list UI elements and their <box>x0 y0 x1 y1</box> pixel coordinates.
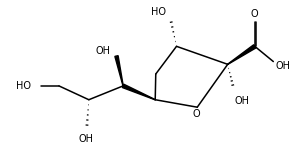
Text: HO: HO <box>151 7 166 17</box>
Polygon shape <box>122 84 155 100</box>
Text: OH: OH <box>79 134 94 144</box>
Text: HO: HO <box>16 81 31 91</box>
Text: O: O <box>192 109 200 119</box>
Polygon shape <box>115 56 123 86</box>
Text: O: O <box>251 9 259 19</box>
Text: OH: OH <box>95 46 110 56</box>
Polygon shape <box>228 45 256 64</box>
Text: OH: OH <box>235 96 250 106</box>
Text: OH: OH <box>275 61 290 71</box>
